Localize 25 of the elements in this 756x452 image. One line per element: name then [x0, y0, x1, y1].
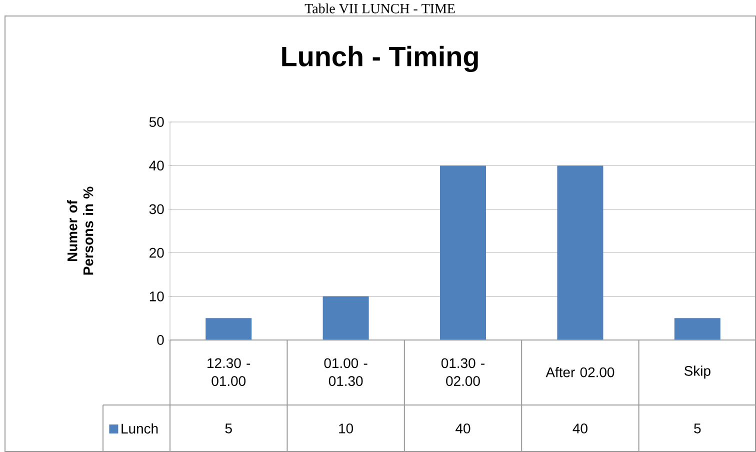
bar — [674, 318, 720, 340]
chart-title: Lunch - Timing — [282, 46, 478, 72]
x-tick-label: 01.00 - 01.30 — [324, 358, 368, 386]
x-tick-label: After 02.00 — [546, 366, 614, 378]
text: Table VII LUNCH - TIME — [304, 4, 455, 14]
bar — [322, 296, 369, 340]
data-label: 5 — [225, 424, 232, 434]
x-tick-label: Skip — [684, 366, 710, 379]
y-axis-title: Numer of Persons in % — [67, 186, 94, 275]
data-label: 5 — [694, 424, 701, 434]
data-label: 40 — [456, 424, 470, 434]
bar — [440, 166, 486, 340]
y-tick-label: 30 — [149, 204, 164, 214]
x-tick-label: 01.30 - 02.00 — [441, 358, 484, 386]
bar — [557, 166, 604, 340]
x-tick-label: 12.30 - 01.00 — [208, 358, 250, 386]
legend-label: Lunch — [122, 423, 158, 434]
y-tick-label: 20 — [150, 248, 164, 258]
y-tick-label: 40 — [149, 160, 164, 171]
y-tick-label: 50 — [149, 117, 164, 127]
bar — [206, 318, 252, 340]
y-tick-label: 10 — [150, 291, 164, 302]
data-label: 40 — [572, 424, 588, 434]
data-label: 10 — [339, 424, 354, 434]
y-tick-label: 0 — [157, 335, 164, 345]
